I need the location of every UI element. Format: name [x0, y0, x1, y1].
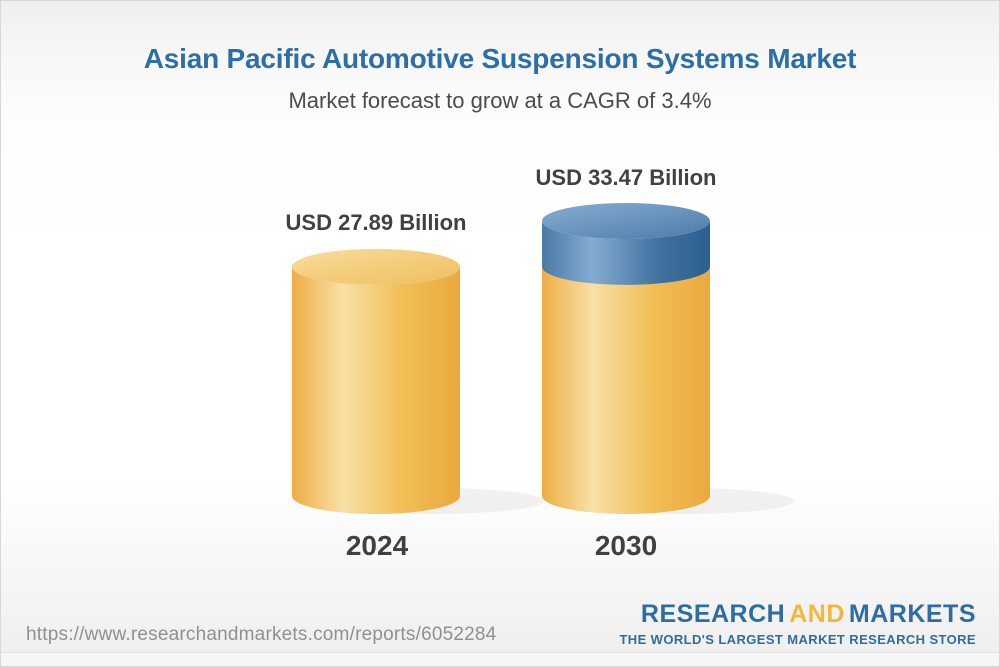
footer-strip — [1, 652, 999, 666]
chart-title: Asian Pacific Automotive Suspension Syst… — [143, 43, 857, 74]
research-and-markets-logo: RESEARCH AND MARKETS THE WORLD'S LARGEST M… — [619, 602, 976, 647]
logo-word-and: AND — [789, 600, 845, 628]
category-label-2024: 2024 — [345, 530, 409, 561]
category-label-2030: 2030 — [594, 530, 658, 561]
report-url: https://www.researchandmarkets.com/repor… — [26, 624, 497, 645]
value-label-2030: USD 33.47 Billion — [535, 165, 717, 190]
logo-word-research: RESEARCH — [640, 600, 786, 628]
cylinder-bars — [292, 203, 794, 514]
value-label-2024: USD 27.89 Billion — [285, 210, 467, 235]
chart-subtitle: Market forecast to grow at a CAGR of 3.4… — [288, 88, 712, 113]
logo-tagline: THE WORLD'S LARGEST MARKET RESEARCH STOR… — [619, 632, 976, 647]
logo-title: RESEARCH AND MARKETS — [619, 602, 976, 627]
logo-word-markets: MARKETS — [848, 600, 976, 628]
